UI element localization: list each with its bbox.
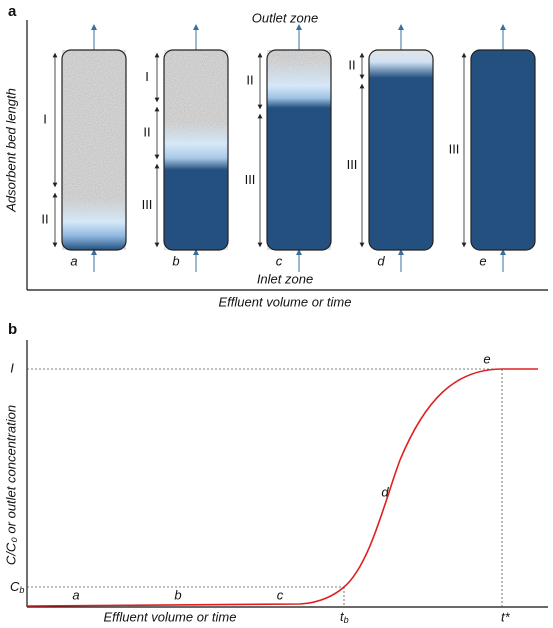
bed-front (470, 49, 536, 251)
curve-labels: a b c d e (72, 351, 490, 602)
bed-front (61, 49, 127, 251)
x-label: t* (501, 609, 511, 624)
bed-front (368, 49, 434, 251)
bed-front (163, 49, 229, 251)
y-label: Cb (10, 579, 24, 595)
zone-label: Outlet zone (252, 10, 319, 25)
zone-label: III (347, 157, 358, 172)
column-label: a (70, 253, 77, 268)
curve-label: a (72, 587, 79, 602)
curve-label: c (277, 587, 284, 602)
curve-label: b (174, 587, 181, 602)
zone-label: II (246, 72, 253, 87)
panel-label: a (8, 3, 17, 20)
zone-label: II (143, 124, 150, 139)
bed-front (266, 49, 332, 251)
zone-label: III (449, 141, 460, 156)
column-label: d (377, 253, 385, 268)
label-base: C (10, 579, 20, 594)
zone-label: II (41, 211, 48, 226)
panel-label: b (8, 321, 17, 338)
label-sub: b (344, 615, 349, 625)
label-base: t (340, 609, 345, 624)
label-sub: b (19, 585, 24, 595)
breakthrough-curve (26, 368, 538, 607)
curve-label: d (381, 484, 389, 499)
zone-label: I (145, 69, 149, 84)
zone-label: III (245, 172, 256, 187)
curve-label: e (483, 351, 490, 366)
x-label: tb (340, 609, 349, 625)
zone-label: Inlet zone (257, 271, 313, 286)
column-label: e (479, 253, 486, 268)
y-axis-label: Adsorbent bed length (3, 88, 18, 213)
column-label: c (276, 253, 283, 268)
y-label: I (10, 360, 14, 375)
zone-label: III (142, 197, 153, 212)
zone-label: II (348, 57, 355, 72)
zone-label: I (43, 111, 47, 126)
x-axis-label: Effluent volume or time (219, 294, 352, 309)
column-label: b (172, 253, 179, 268)
y-axis-label: C/C₀ or outlet concentration (3, 405, 18, 565)
x-axis-label: Effluent volume or time (104, 609, 237, 624)
